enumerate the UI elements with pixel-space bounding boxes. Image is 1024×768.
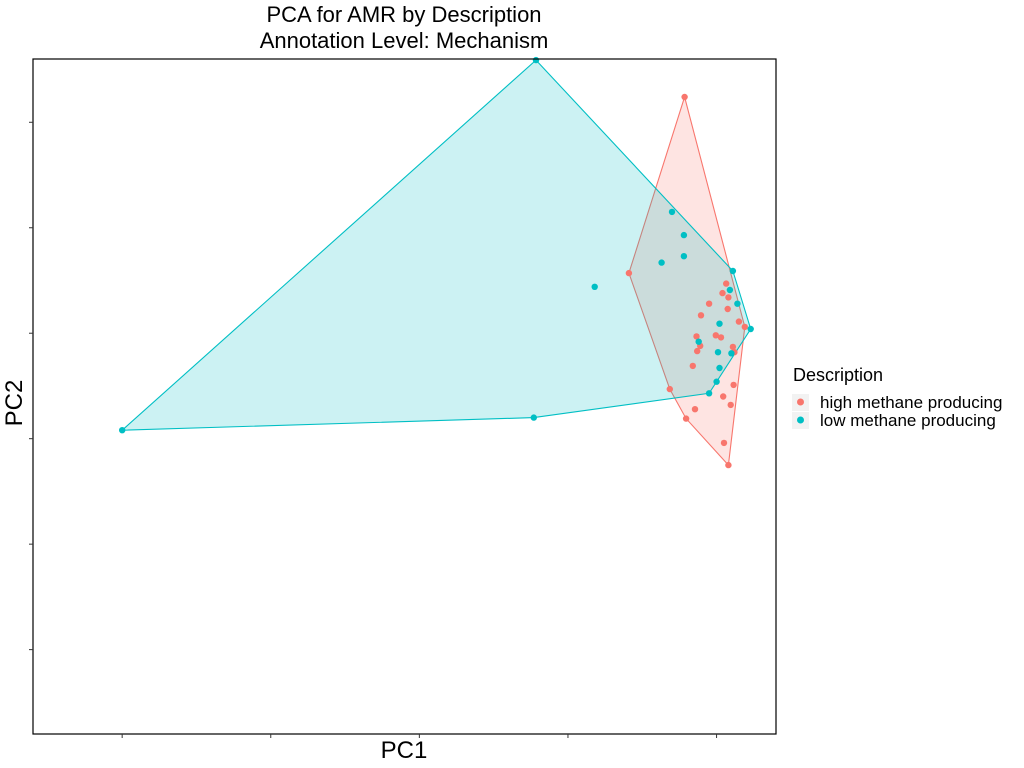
point-low-methane <box>119 427 126 434</box>
point-high-methane <box>717 334 725 341</box>
point-low-methane <box>734 300 741 307</box>
axis-ticks <box>29 121 718 738</box>
legend-key-low-methane <box>797 416 804 424</box>
hull-layer <box>120 59 752 467</box>
point-low-methane <box>530 414 537 421</box>
legend-key-high-methane <box>797 398 804 406</box>
hull-low-methane <box>120 59 752 431</box>
point-low-methane <box>658 259 665 266</box>
point-low-methane <box>668 208 676 216</box>
point-low-methane <box>714 349 722 356</box>
point-low-methane <box>726 286 734 294</box>
point-high-methane <box>693 333 700 340</box>
point-high-methane <box>691 406 699 413</box>
point-low-methane <box>747 325 754 333</box>
point-high-methane <box>729 343 737 351</box>
point-high-methane <box>741 323 748 331</box>
point-low-methane <box>532 56 540 64</box>
x-axis-label: PC1 <box>381 737 428 764</box>
point-high-methane <box>725 461 732 469</box>
legend-title: Description <box>793 365 883 385</box>
point-high-methane <box>712 332 719 339</box>
point-high-methane <box>730 381 737 389</box>
point-low-methane <box>713 378 720 385</box>
legend-label-low-methane: low methane producing <box>820 411 996 430</box>
point-low-methane <box>716 320 723 327</box>
point-low-methane <box>728 350 735 357</box>
point-high-methane <box>720 393 727 400</box>
point-layer <box>119 56 754 469</box>
point-high-methane <box>724 305 731 313</box>
point-low-methane <box>680 253 688 260</box>
point-high-methane <box>719 289 726 297</box>
point-high-methane <box>694 347 701 355</box>
legend-label-high-methane: high methane producing <box>820 393 1002 412</box>
point-low-methane <box>680 231 688 239</box>
chart-title: PCA for AMR by Description <box>266 2 541 27</box>
point-high-methane <box>725 294 732 301</box>
plot-panel-border <box>32 58 777 735</box>
point-high-methane <box>682 415 690 422</box>
point-high-methane <box>727 401 734 409</box>
point-high-methane <box>720 439 728 447</box>
point-high-methane <box>697 312 705 319</box>
chart-subtitle: Annotation Level: Mechanism <box>260 28 549 53</box>
point-low-methane <box>729 267 737 275</box>
point-low-methane <box>716 364 723 372</box>
point-high-methane <box>705 300 713 307</box>
point-high-methane <box>681 93 688 101</box>
point-low-methane <box>591 283 598 290</box>
y-axis-label: PC2 <box>1 380 28 427</box>
point-high-methane <box>625 269 633 277</box>
point-high-methane <box>723 280 730 287</box>
point-high-methane <box>689 362 696 370</box>
point-high-methane <box>735 318 743 325</box>
point-low-methane <box>695 338 702 345</box>
point-high-methane <box>666 385 673 393</box>
point-low-methane <box>705 390 713 397</box>
